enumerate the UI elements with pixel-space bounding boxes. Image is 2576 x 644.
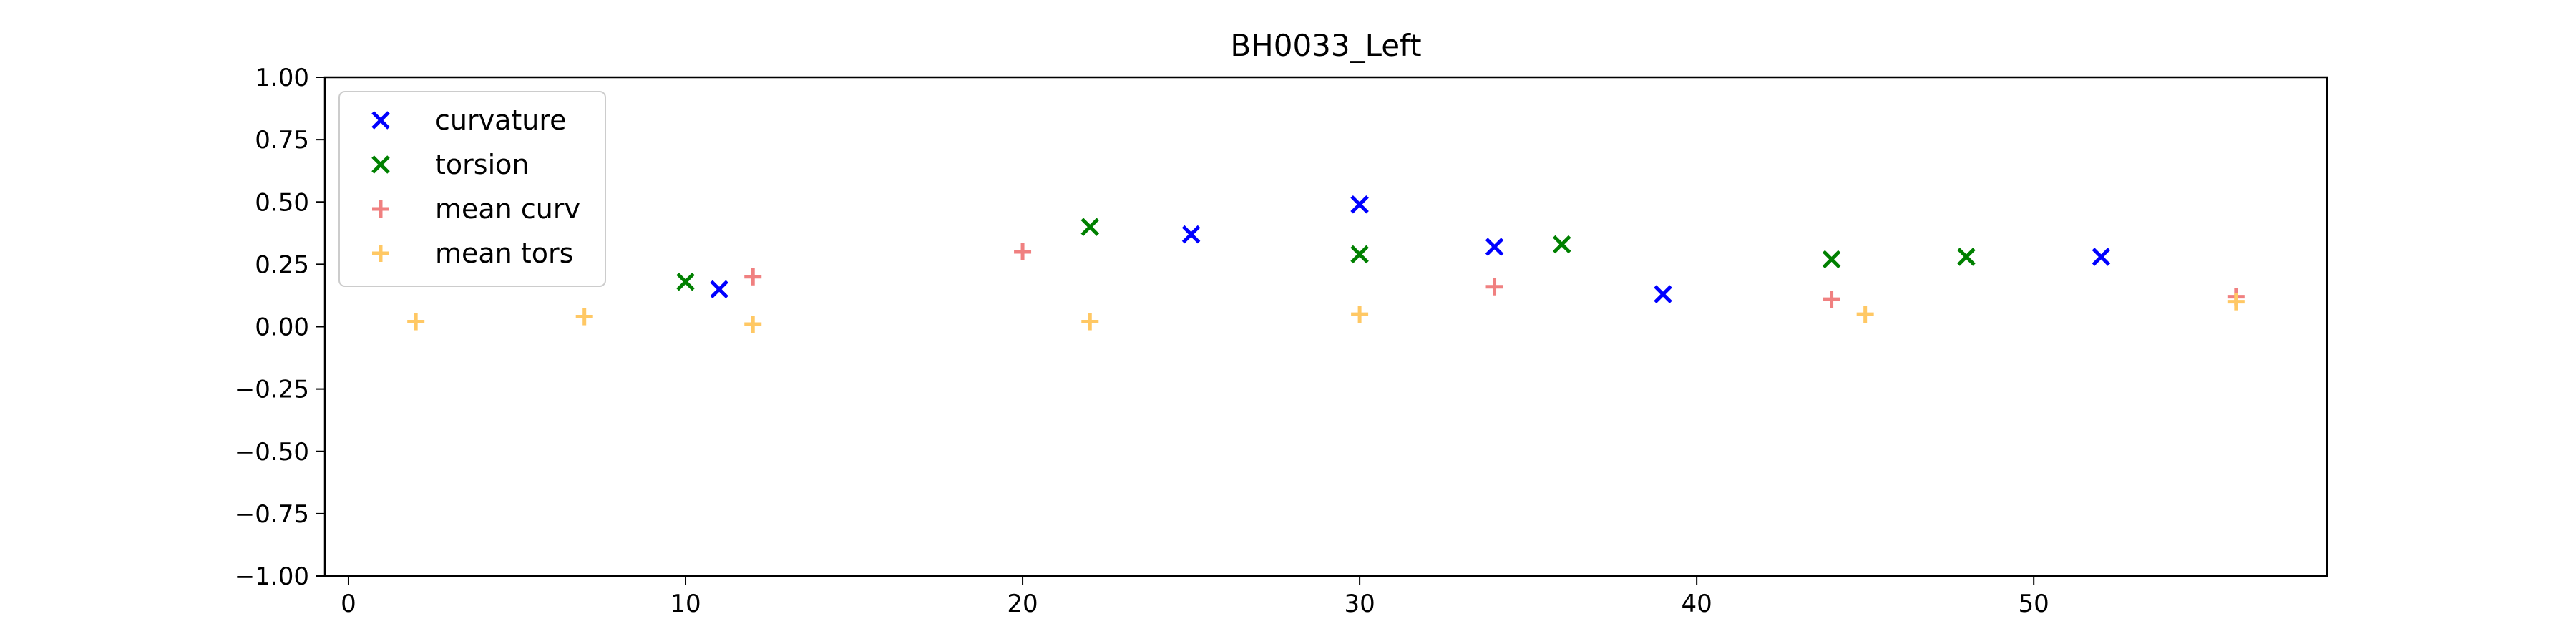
y-tick-label: −0.50 [235, 438, 309, 467]
point-mean-curv [1485, 278, 1503, 296]
chart-title: BH0033_Left [1230, 28, 1421, 63]
point-torsion [1957, 248, 1976, 266]
point-mean-tors [1351, 306, 1369, 323]
y-tick-label: 1.00 [255, 64, 309, 92]
point-mean-tors [1856, 306, 1874, 323]
y-tick-label: 0.50 [255, 188, 309, 217]
legend-marker-mean-curv [372, 200, 389, 218]
legend-marker-curvature [371, 111, 390, 130]
legend-label-curvature: curvature [435, 104, 567, 136]
y-tick-label: 0.25 [255, 250, 309, 279]
legend-marker-mean-tors [372, 245, 389, 262]
y-tick-label: −0.75 [235, 500, 309, 529]
point-mean-tors [407, 313, 425, 331]
legend-marker-torsion [371, 155, 390, 174]
point-torsion [1080, 218, 1100, 236]
x-tick-label: 30 [1344, 590, 1375, 618]
x-tick-label: 40 [1682, 590, 1712, 618]
x-tick-label: 10 [670, 590, 701, 618]
legend-label-mean-tors: mean tors [435, 238, 573, 269]
y-tick-label: 0.00 [255, 313, 309, 342]
point-curvature [1181, 225, 1201, 244]
point-curvature [1485, 238, 1504, 256]
data-points [407, 195, 2245, 333]
point-mean-tors [2227, 293, 2245, 311]
point-torsion [1822, 250, 1841, 269]
point-mean-tors [1081, 313, 1099, 331]
point-mean-tors [744, 316, 762, 333]
point-mean-curv [744, 268, 762, 286]
point-curvature [2092, 248, 2111, 266]
point-mean-tors [575, 308, 593, 326]
legend-box [338, 91, 606, 287]
legend: curvature torsion mean curv mean tors [338, 91, 606, 287]
point-curvature [710, 280, 728, 298]
y-tick-label: −1.00 [235, 562, 309, 591]
point-mean-curv [1823, 291, 1840, 308]
point-torsion [1350, 245, 1369, 264]
legend-label-torsion: torsion [435, 149, 529, 180]
y-tick-label: −0.25 [235, 376, 309, 404]
plot-frame [323, 76, 2328, 577]
point-curvature [1350, 195, 1369, 214]
legend-label-mean-curv: mean curv [435, 193, 580, 225]
y-tick-label: 0.75 [255, 126, 309, 155]
plot-area: 0 10 20 30 40 50 −1.00 −0.75 −0.50 −0.25 0.00 0.25 0… [235, 64, 2049, 618]
point-torsion [1552, 235, 1571, 254]
x-tick-label: 50 [2019, 590, 2049, 618]
point-torsion [676, 273, 695, 291]
x-tick-label: 20 [1007, 590, 1038, 618]
x-tick-label: 0 [341, 590, 356, 618]
point-curvature [1654, 285, 1672, 303]
point-mean-curv [1014, 243, 1032, 260]
